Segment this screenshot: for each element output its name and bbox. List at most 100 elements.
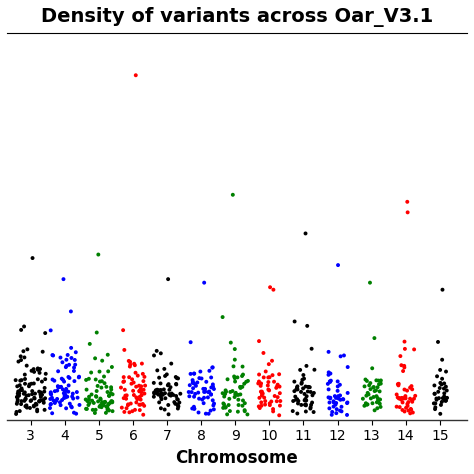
- Point: [71, 377, 78, 385]
- Point: [188, 388, 195, 396]
- Point: [244, 377, 252, 385]
- Point: [98, 403, 105, 411]
- Point: [90, 399, 98, 407]
- Point: [220, 401, 228, 408]
- Point: [174, 402, 182, 410]
- Point: [40, 399, 47, 407]
- Point: [36, 365, 44, 373]
- Point: [14, 398, 21, 406]
- Point: [225, 401, 232, 409]
- Point: [363, 377, 371, 385]
- Point: [200, 394, 208, 401]
- Point: [189, 378, 197, 386]
- Point: [201, 385, 209, 392]
- Point: [209, 383, 217, 391]
- Point: [326, 378, 334, 385]
- Point: [62, 393, 69, 401]
- Point: [30, 402, 37, 410]
- Point: [190, 393, 198, 401]
- Point: [60, 275, 67, 283]
- Point: [442, 397, 450, 404]
- Point: [117, 384, 125, 392]
- Point: [139, 400, 146, 408]
- Point: [58, 396, 66, 404]
- Point: [67, 402, 75, 410]
- Point: [298, 379, 306, 386]
- Point: [330, 398, 337, 405]
- Point: [371, 387, 378, 395]
- Point: [196, 374, 203, 382]
- Point: [202, 378, 210, 385]
- Point: [186, 382, 193, 389]
- Point: [23, 401, 30, 409]
- Point: [28, 367, 36, 374]
- Point: [124, 401, 132, 408]
- Point: [41, 406, 48, 414]
- Point: [266, 401, 273, 409]
- Point: [150, 393, 158, 401]
- Point: [70, 364, 78, 371]
- Point: [84, 397, 91, 405]
- Point: [139, 370, 146, 378]
- Point: [161, 372, 169, 380]
- Point: [47, 391, 55, 398]
- Point: [336, 392, 344, 399]
- Point: [338, 408, 346, 415]
- Point: [66, 374, 73, 382]
- Point: [109, 407, 116, 415]
- Point: [205, 388, 213, 395]
- Point: [226, 407, 234, 415]
- Point: [85, 401, 92, 409]
- Point: [55, 383, 63, 391]
- Point: [291, 387, 298, 395]
- Point: [238, 372, 246, 380]
- Point: [59, 376, 67, 383]
- Point: [276, 383, 283, 391]
- Point: [262, 368, 270, 375]
- Point: [157, 380, 164, 387]
- Point: [154, 390, 161, 397]
- Point: [21, 375, 29, 383]
- Point: [326, 404, 333, 412]
- Point: [159, 391, 166, 399]
- Point: [50, 397, 57, 404]
- Point: [374, 394, 382, 402]
- Point: [173, 380, 180, 388]
- Point: [439, 394, 447, 402]
- Point: [174, 405, 182, 412]
- Point: [235, 391, 242, 399]
- Point: [366, 379, 374, 387]
- Point: [308, 399, 316, 406]
- Point: [438, 286, 446, 293]
- Point: [222, 403, 229, 411]
- Point: [94, 382, 101, 390]
- Point: [120, 378, 128, 385]
- Point: [404, 209, 411, 216]
- Point: [29, 254, 36, 262]
- Point: [94, 251, 102, 258]
- Point: [57, 354, 64, 361]
- Point: [121, 392, 129, 400]
- Point: [370, 383, 378, 391]
- Point: [164, 275, 172, 283]
- Point: [76, 401, 83, 409]
- Point: [62, 391, 69, 398]
- Point: [169, 391, 177, 399]
- Point: [396, 394, 403, 402]
- Point: [431, 400, 439, 407]
- Point: [430, 400, 438, 407]
- Point: [363, 401, 371, 409]
- Point: [374, 397, 382, 404]
- Point: [134, 372, 142, 379]
- Point: [292, 396, 300, 403]
- Point: [70, 409, 78, 417]
- Point: [257, 399, 265, 406]
- Point: [71, 356, 79, 364]
- Point: [433, 373, 441, 380]
- Point: [137, 401, 144, 409]
- Point: [150, 379, 157, 387]
- Point: [25, 392, 33, 399]
- Point: [157, 386, 164, 394]
- Point: [442, 397, 449, 405]
- Point: [58, 375, 65, 383]
